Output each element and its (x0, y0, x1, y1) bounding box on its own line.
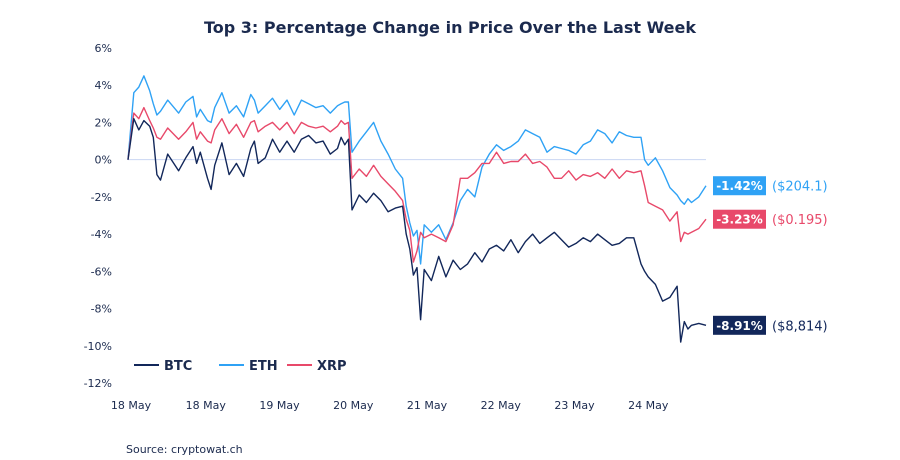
y-tick-label: -8% (91, 303, 112, 316)
end-label-badge-eth (713, 176, 766, 196)
end-label-badge-btc (713, 315, 766, 335)
y-tick-label: 6% (95, 42, 112, 55)
end-label-price-eth: ($204.1) (772, 180, 828, 195)
end-label-badge-xrp (713, 209, 766, 229)
series-line-btc (127, 118, 707, 343)
x-tick-label: 20 May (333, 399, 374, 412)
y-tick-label: -6% (91, 265, 112, 278)
y-tick-label: -12% (84, 377, 112, 390)
x-tick-label: 24 May (628, 399, 669, 412)
y-axis: 6% 4% 2% 0% -2% -4% -6% -8% -10% -12% (84, 42, 112, 390)
series-line-xrp (127, 106, 707, 263)
x-tick-label: 18 May (186, 399, 227, 412)
series-lines (127, 75, 707, 343)
y-tick-label: -2% (91, 191, 112, 204)
y-tick-label: 0% (95, 154, 112, 167)
legend: BTC ETH XRP (134, 359, 347, 374)
legend-label-eth: ETH (249, 359, 278, 374)
y-tick-label: -4% (91, 228, 112, 241)
x-tick-label: 21 May (407, 399, 448, 412)
end-label-pct-btc: -8.91% (716, 319, 763, 333)
y-tick-label: 4% (95, 79, 112, 92)
y-tick-label: -10% (84, 340, 112, 353)
x-tick-label: 18 May (111, 399, 152, 412)
end-label-price-btc: ($8,814) (772, 319, 828, 334)
x-tick-label: 19 May (259, 399, 300, 412)
x-tick-label: 22 May (481, 399, 522, 412)
x-tick-label: 23 May (554, 399, 595, 412)
y-tick-label: 2% (95, 116, 112, 129)
legend-label-xrp: XRP (317, 359, 347, 374)
legend-label-btc: BTC (164, 359, 192, 374)
end-label-price-xrp: ($0.195) (772, 213, 828, 228)
source-note: Source: cryptowat.ch (126, 443, 243, 456)
end-labels: -1.42% ($204.1) -3.23% ($0.195) -8.91% ($8,81… (713, 176, 828, 335)
end-label-pct-xrp: -3.23% (716, 213, 763, 227)
chart-title: Top 3: Percentage Change in Price Over t… (203, 18, 697, 37)
series-line-eth (127, 75, 707, 265)
x-axis: 18 May 18 May 19 May 20 May 21 May 22 May 23 M… (111, 399, 669, 412)
end-label-pct-eth: -1.42% (716, 179, 763, 193)
